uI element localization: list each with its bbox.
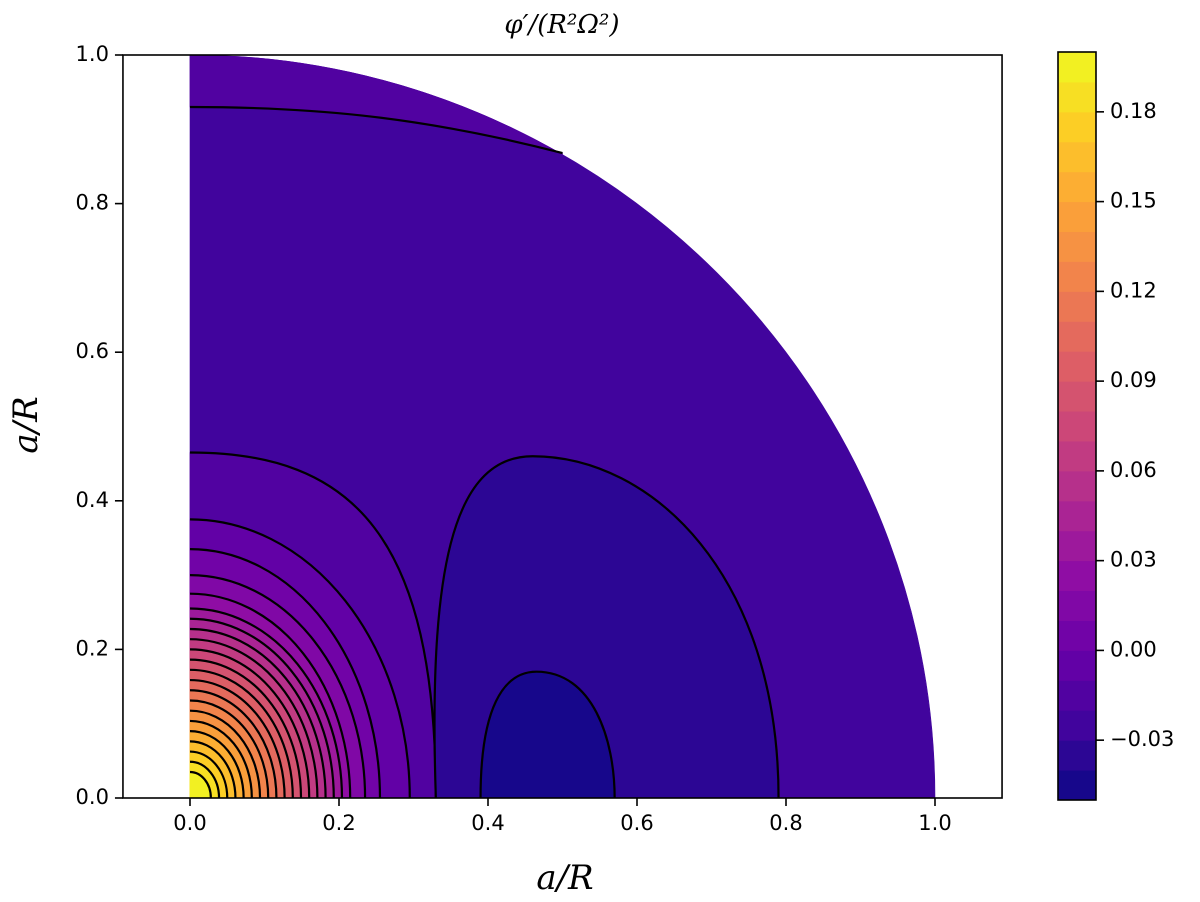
plot-frame: [122, 54, 1003, 799]
colorbar-band: [1058, 171, 1096, 203]
x-tick-label: 0.2: [322, 811, 355, 835]
x-tick-label: 0.8: [769, 811, 802, 835]
colorbar-tick-label: 0.12: [1110, 278, 1157, 302]
colorbar-tick-label: 0.06: [1110, 458, 1157, 482]
colorbar-tick-label: 0.15: [1110, 189, 1157, 213]
colorbar-band: [1058, 291, 1096, 322]
colorbar-band: [1058, 231, 1096, 262]
y-tick-label: 0.2: [76, 636, 109, 660]
colorbar-tick-label: 0.18: [1110, 99, 1157, 123]
colorbar-band: [1058, 81, 1096, 113]
contour-line: [433, 455, 780, 799]
colorbar-band: [1058, 740, 1096, 771]
contour-line: [189, 719, 253, 799]
contour-line: [479, 670, 616, 799]
colorbar-band: [1058, 560, 1096, 592]
contour-line: [189, 617, 335, 799]
chart-title: φ′/(R²Ω²): [504, 10, 619, 40]
colorbar-band: [1058, 620, 1096, 651]
colorbar-band: [1058, 321, 1096, 352]
colorbar-tick-label: −0.03: [1110, 727, 1174, 751]
colorbar-band: [1058, 261, 1096, 292]
colorbar-band: [1058, 440, 1096, 472]
contour-line: [189, 730, 245, 799]
y-tick-label: 0.8: [76, 191, 109, 215]
y-axis-label: a/R: [6, 396, 46, 453]
contour-line: [189, 105, 563, 155]
contour-line: [189, 770, 212, 799]
colorbar-band: [1058, 201, 1096, 233]
contour-line: [189, 638, 319, 799]
contour-line: [189, 574, 367, 799]
x-axis-label: a/R: [536, 858, 593, 898]
colorbar-band: [1058, 500, 1096, 532]
colorbar-band: [1058, 111, 1096, 143]
colorbar-band: [1058, 411, 1096, 442]
colorbar-tick-label: 0.03: [1110, 548, 1157, 572]
x-tick-label: 0.0: [173, 811, 206, 835]
colorbar-band: [1058, 470, 1096, 502]
contour-line: [189, 627, 327, 799]
colorbar-tick-label: 0.00: [1110, 637, 1157, 661]
contour-line: [189, 689, 278, 799]
colorbar-band: [1058, 710, 1096, 741]
contour-line: [189, 750, 229, 799]
colorbar-band: [1058, 650, 1096, 681]
colorbar-band: [1058, 52, 1096, 83]
colorbar-tick-label: 0.09: [1110, 368, 1157, 392]
y-tick-label: 1.0: [76, 42, 109, 66]
y-tick-label: 0.0: [76, 785, 109, 809]
colorbar-band: [1058, 680, 1096, 711]
contour-line: [189, 709, 262, 799]
contour-line: [189, 592, 352, 799]
contour-line: [189, 658, 303, 799]
colorbar-band: [1058, 381, 1096, 412]
contour-line: [189, 740, 237, 799]
y-tick-label: 0.6: [76, 339, 109, 363]
colorbar-band: [1058, 590, 1096, 621]
y-tick-label: 0.4: [76, 488, 109, 512]
contour-line: [189, 451, 437, 799]
contour-line: [189, 547, 382, 799]
colorbar-frame: [1057, 51, 1097, 801]
contour-line: [189, 760, 221, 799]
contour-line: [189, 648, 311, 799]
colorbar-band: [1058, 770, 1096, 801]
contour-line: [189, 668, 294, 799]
contour-line: [189, 699, 270, 799]
contour-line: [189, 678, 286, 799]
colorbar-band: [1058, 351, 1096, 382]
x-tick-label: 0.6: [620, 811, 653, 835]
contour-line: [189, 607, 344, 799]
contour-field: [189, 54, 936, 799]
x-tick-label: 0.4: [471, 811, 504, 835]
colorbar-band: [1058, 141, 1096, 173]
colorbar-band: [1058, 530, 1096, 562]
x-tick-label: 1.0: [918, 811, 951, 835]
contour-line: [189, 518, 411, 799]
